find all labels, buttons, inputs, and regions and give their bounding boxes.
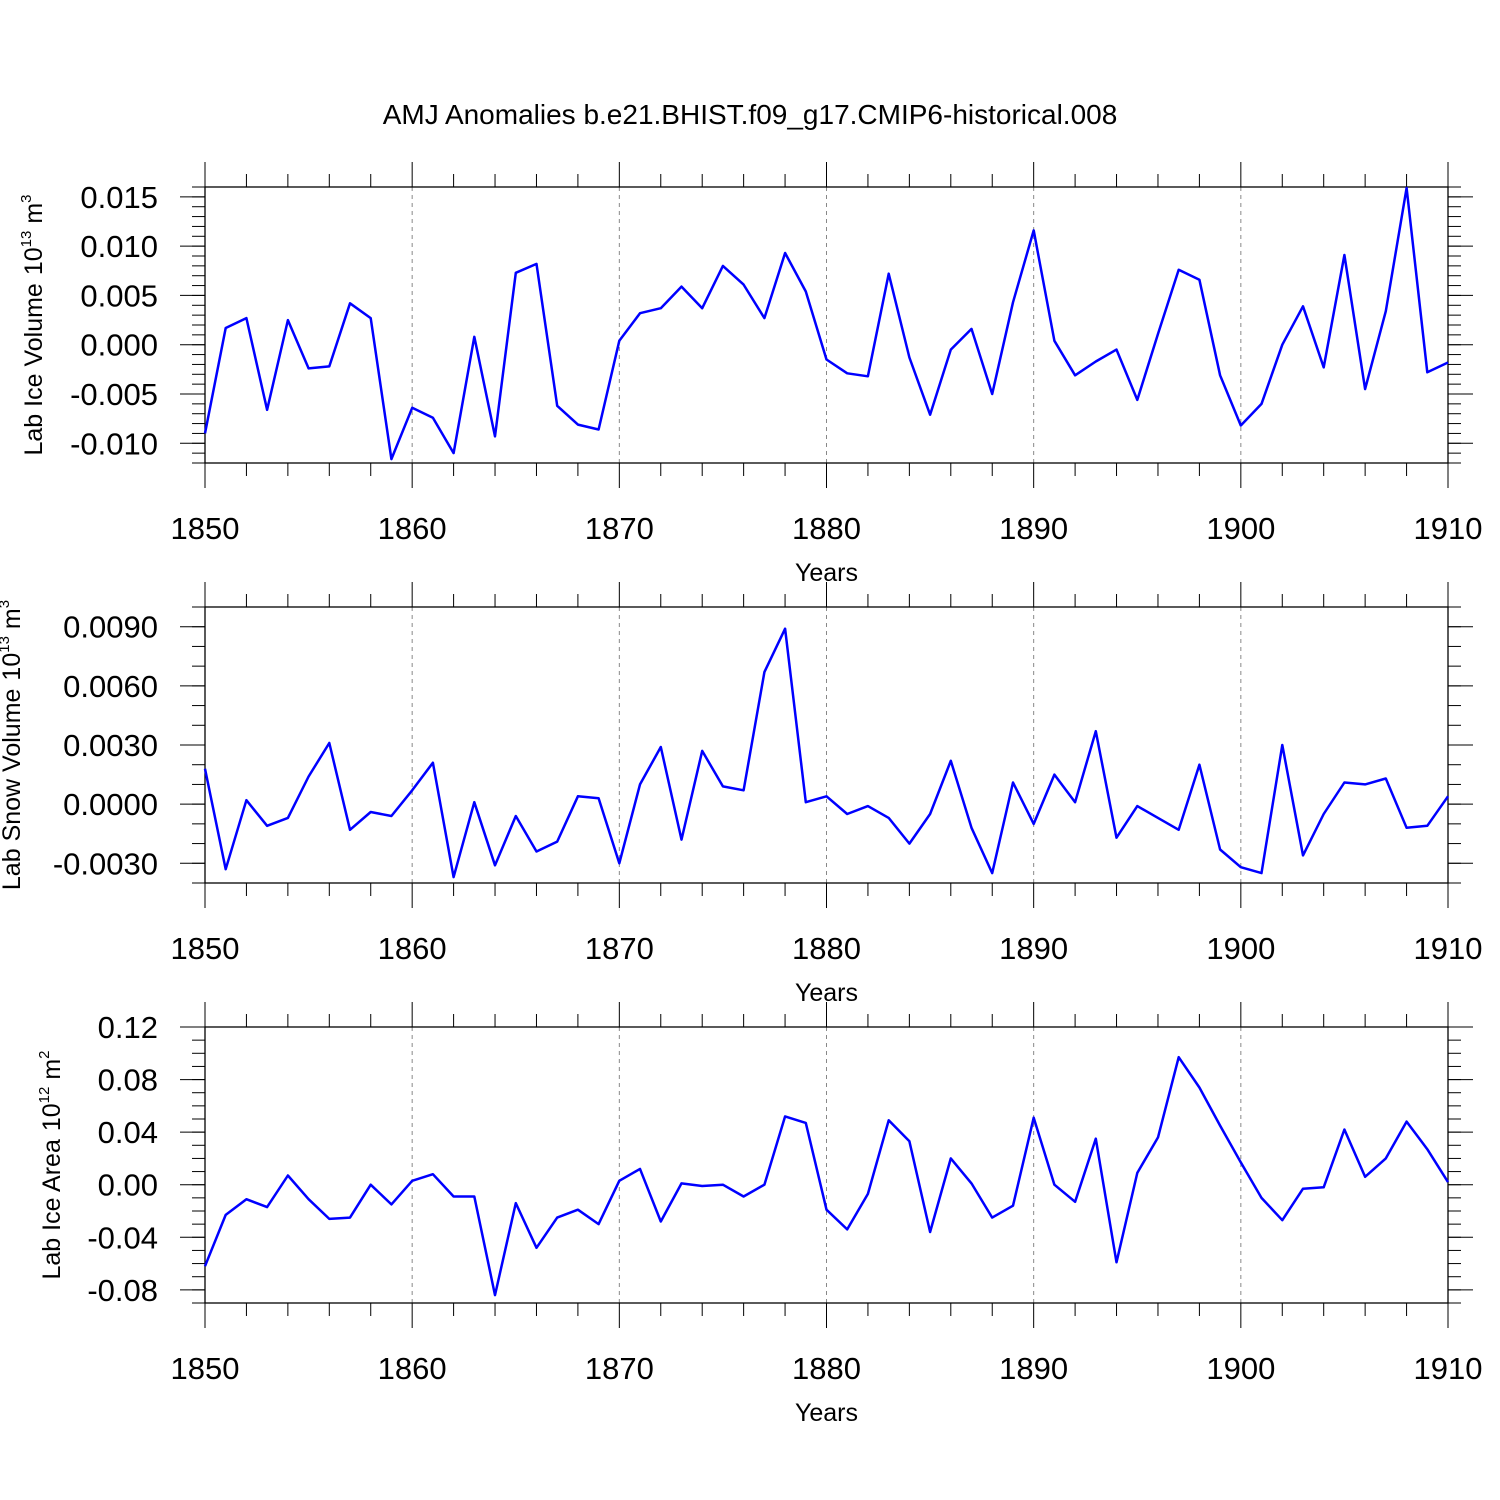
x-tick-label: 1880 [792, 931, 861, 966]
x-tick-label: 1890 [999, 511, 1068, 546]
y-tick-label: 0.0060 [63, 669, 158, 704]
x-tick-label: 1910 [1414, 1351, 1483, 1386]
x-tick-label: 1850 [171, 1351, 240, 1386]
panel-2: -0.0030 0.0000 0.0030 0.0060 0.0090 1850 1860 1… [0, 582, 1482, 1007]
y-axis-units-exponent: 13 [18, 231, 35, 248]
x-tick-label: 1900 [1206, 1351, 1275, 1386]
x-tick-label: 1860 [378, 511, 447, 546]
chart-title: AMJ Anomalies b.e21.BHIST.f09_g17.CMIP6-… [383, 99, 1118, 130]
series-line [203, 1055, 1450, 1297]
x-tick-label: 1890 [999, 931, 1068, 966]
y-axis-label: Lab Snow Volume [0, 689, 26, 891]
y-axis-units-unit-exponent: 3 [0, 600, 13, 608]
y-axis-title: Lab Ice Area 1012 m2 [36, 1050, 66, 1279]
y-tick-label: 0.08 [98, 1063, 158, 1098]
y-axis-units-unit: m [20, 203, 48, 224]
x-tick-label: 1870 [585, 931, 654, 966]
x-tick-label: 1860 [378, 1351, 447, 1386]
y-axis-units-unit: m [38, 1059, 66, 1080]
y-axis-units-base: 10 [20, 247, 48, 275]
y-tick-label: -0.010 [70, 426, 158, 461]
y-axis-units-exponent: 13 [0, 636, 13, 653]
y-tick-label: 0.0030 [63, 728, 158, 763]
y-axis-units-base: 10 [0, 653, 26, 681]
x-axis-title: Years [795, 1399, 858, 1427]
y-tick-label: -0.0030 [53, 846, 158, 881]
series-line [203, 186, 1449, 461]
y-axis-units-base: 10 [38, 1103, 66, 1131]
x-tick-label: 1890 [999, 1351, 1068, 1386]
y-axis-units-exponent: 12 [36, 1087, 53, 1104]
y-tick-label: -0.005 [70, 377, 158, 412]
panels: -0.010 -0.005 0.000 0.005 0.010 0.015 1850 1860… [0, 162, 1482, 1427]
x-tick-label: 1880 [792, 1351, 861, 1386]
y-tick-label: 0.04 [98, 1115, 158, 1150]
x-tick-label: 1870 [585, 1351, 654, 1386]
y-tick-label: -0.08 [87, 1273, 158, 1308]
y-tick-label: 0.005 [80, 278, 158, 313]
y-axis-units-unit-exponent: 2 [36, 1050, 53, 1058]
x-tick-label: 1850 [171, 511, 240, 546]
y-tick-label: -0.04 [87, 1220, 158, 1255]
x-tick-label: 1910 [1414, 931, 1483, 966]
y-axis-label: Lab Ice Volume [20, 283, 48, 455]
y-tick-label: 0.0090 [63, 610, 158, 645]
x-tick-label: 1870 [585, 511, 654, 546]
y-tick-label: 0.00 [98, 1168, 158, 1203]
x-tick-label: 1910 [1414, 511, 1483, 546]
y-tick-label: 0.000 [80, 328, 158, 363]
x-tick-label: 1900 [1206, 931, 1275, 966]
panel-3: -0.08 -0.04 0.00 0.04 0.08 0.12 1850 1860 1870 18… [36, 1002, 1482, 1427]
y-axis-title: Lab Snow Volume 1013 m3 [0, 600, 26, 890]
panel-1: -0.010 -0.005 0.000 0.005 0.010 0.015 1850 1860… [18, 162, 1482, 587]
series-line [203, 627, 1450, 879]
y-axis-units-unit-exponent: 3 [18, 194, 35, 202]
x-tick-label: 1860 [378, 931, 447, 966]
y-axis-label: Lab Ice Area [38, 1139, 66, 1279]
y-tick-label: 0.0000 [63, 787, 158, 822]
y-tick-label: 0.010 [80, 229, 158, 264]
x-tick-label: 1880 [792, 511, 861, 546]
x-tick-label: 1900 [1206, 511, 1275, 546]
y-tick-label: 0.12 [98, 1010, 158, 1045]
y-axis-units-unit: m [0, 608, 26, 629]
y-axis-title: Lab Ice Volume 1013 m3 [18, 194, 48, 455]
y-tick-label: 0.015 [80, 180, 158, 215]
x-tick-label: 1850 [171, 931, 240, 966]
